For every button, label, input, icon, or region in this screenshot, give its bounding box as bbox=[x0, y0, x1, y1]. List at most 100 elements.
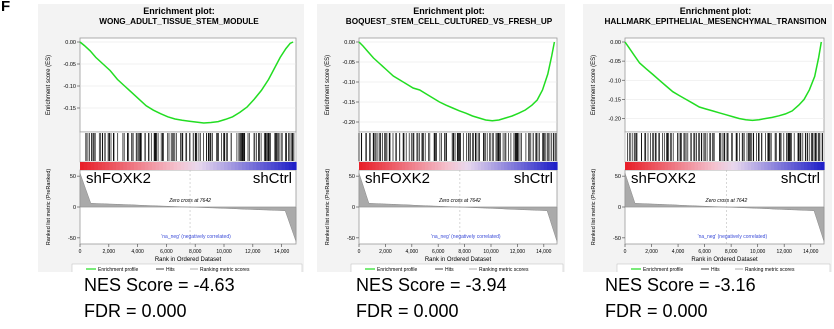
heat-cell bbox=[800, 162, 805, 170]
heat-cell bbox=[524, 162, 528, 170]
heat-cell bbox=[784, 162, 789, 170]
heat-cell bbox=[734, 162, 739, 170]
heat-cell bbox=[727, 162, 732, 170]
gsea-svg: Enrichment plot:WONG_ADULT_TISSUE_STEM_M… bbox=[46, 6, 303, 272]
heat-cell bbox=[764, 162, 769, 170]
heat-strip bbox=[80, 162, 297, 170]
heat-cell bbox=[141, 162, 146, 170]
x-tick-label: 12,000 bbox=[777, 249, 793, 255]
x-tick-label: 4,000 bbox=[131, 249, 144, 255]
heat-cell bbox=[238, 162, 243, 170]
heat-cell bbox=[458, 162, 462, 170]
es-tick-label: -0.20 bbox=[608, 117, 621, 123]
x-tick-label: 12,000 bbox=[510, 249, 526, 255]
ranked-tick-label: 50 bbox=[70, 174, 76, 180]
enrichment-curve bbox=[79, 41, 294, 124]
fdr-value: FDR = 0.000 bbox=[356, 301, 459, 321]
heat-cell bbox=[454, 162, 459, 170]
heat-cell bbox=[385, 162, 390, 170]
plot-title: Enrichment plot: bbox=[680, 6, 752, 16]
heat-cell bbox=[281, 162, 286, 170]
legend-item: Ranking metric scores bbox=[479, 267, 529, 272]
heat-cell bbox=[395, 162, 400, 170]
enrichment-plot-1: Enrichment plot: WONG_ADULT_TISSUE_STEM_M… bbox=[38, 4, 304, 272]
heat-cell bbox=[494, 162, 499, 170]
x-tick-label: 2,000 bbox=[645, 249, 658, 255]
plot-subtitle: HALLMARK_EPITHELIAL_MESENCHYMAL_TRANSITI… bbox=[605, 17, 827, 26]
heat-cell bbox=[401, 162, 406, 170]
ranked-axis-label: Ranked list metric (PreRanked) bbox=[325, 169, 331, 246]
heat-cell bbox=[694, 162, 699, 170]
heat-cell bbox=[635, 162, 639, 170]
panel-letter: F bbox=[1, 0, 11, 15]
heat-cell bbox=[83, 162, 88, 170]
legend-item: Hits bbox=[445, 267, 454, 272]
ranked-tick-label: -50 bbox=[68, 236, 76, 242]
heat-cell bbox=[94, 162, 99, 170]
neg-correlated-label: 'na_neg' (negatively correlated) bbox=[161, 234, 231, 240]
heat-cell bbox=[126, 162, 131, 170]
x-tick-label: 10,000 bbox=[483, 249, 499, 255]
zero-cross-label: Zero cross at 7642 bbox=[705, 198, 748, 204]
heat-cell bbox=[209, 162, 214, 170]
enrichment-plot-2: Enrichment plot: BOQUEST_STEM_CELL_CULTUR… bbox=[317, 4, 565, 272]
x-tick-label: 8,000 bbox=[725, 249, 738, 255]
es-tick-label: -0.10 bbox=[63, 84, 76, 90]
heat-cell bbox=[644, 162, 649, 170]
heat-cell bbox=[654, 162, 659, 170]
heat-cell bbox=[540, 162, 545, 170]
heat-cell bbox=[688, 162, 692, 170]
heat-cell bbox=[533, 162, 538, 170]
heat-cell bbox=[651, 162, 656, 170]
heat-cell bbox=[474, 162, 479, 170]
heat-cell bbox=[292, 162, 297, 170]
nes-score: NES Score = -3.94 bbox=[356, 275, 507, 295]
heat-cell bbox=[721, 162, 726, 170]
heat-cell bbox=[767, 162, 772, 170]
stats-block-3: NES Score = -3.16 FDR = 0.000 bbox=[605, 272, 756, 324]
group-label-left: shFOXK2 bbox=[631, 170, 696, 187]
heat-cell bbox=[134, 162, 139, 170]
gsea-svg: Enrichment plot:HALLMARK_EPITHELIAL_MESE… bbox=[591, 6, 831, 272]
heat-cell bbox=[216, 162, 221, 170]
heat-cell bbox=[448, 162, 452, 170]
heat-cell bbox=[388, 162, 393, 170]
es-tick-label: 0.00 bbox=[344, 40, 355, 46]
heat-cell bbox=[206, 162, 211, 170]
heat-cell bbox=[724, 162, 729, 170]
heat-cell bbox=[487, 162, 492, 170]
heat-cell bbox=[491, 162, 495, 170]
heat-cell bbox=[678, 162, 682, 170]
x-tick-label: 12,000 bbox=[245, 249, 261, 255]
hits-barcode bbox=[358, 133, 557, 161]
heat-cell bbox=[484, 162, 489, 170]
plot-title: Enrichment plot: bbox=[143, 6, 215, 16]
x-tick-label: 10,000 bbox=[750, 249, 766, 255]
heat-cell bbox=[242, 162, 247, 170]
ranking-metric-area bbox=[358, 173, 558, 242]
heat-cell bbox=[671, 162, 676, 170]
heat-cell bbox=[770, 162, 775, 170]
heat-cell bbox=[804, 162, 808, 170]
heat-cell bbox=[392, 162, 396, 170]
enrichment-curve bbox=[358, 41, 556, 122]
heat-cell bbox=[814, 162, 818, 170]
heat-cell bbox=[698, 162, 702, 170]
heat-cell bbox=[530, 162, 535, 170]
heat-cell bbox=[780, 162, 785, 170]
heat-cell bbox=[641, 162, 646, 170]
hits-barcode bbox=[627, 133, 823, 161]
heat-cell bbox=[497, 162, 502, 170]
ranking-metric-area bbox=[79, 173, 297, 242]
ranked-tick-label: 0 bbox=[73, 205, 76, 211]
legend-item: Enrichment profile bbox=[643, 267, 684, 272]
heat-cell bbox=[744, 162, 749, 170]
heat-cell bbox=[451, 162, 456, 170]
heat-cell bbox=[184, 162, 189, 170]
heat-cell bbox=[434, 162, 439, 170]
ranked-tick-label: 0 bbox=[618, 205, 621, 211]
ranked-axis-label: Ranked list metric (PreRanked) bbox=[591, 169, 597, 246]
es-tick-label: -0.10 bbox=[608, 78, 621, 84]
heat-cell bbox=[731, 162, 735, 170]
heat-cell bbox=[137, 162, 142, 170]
